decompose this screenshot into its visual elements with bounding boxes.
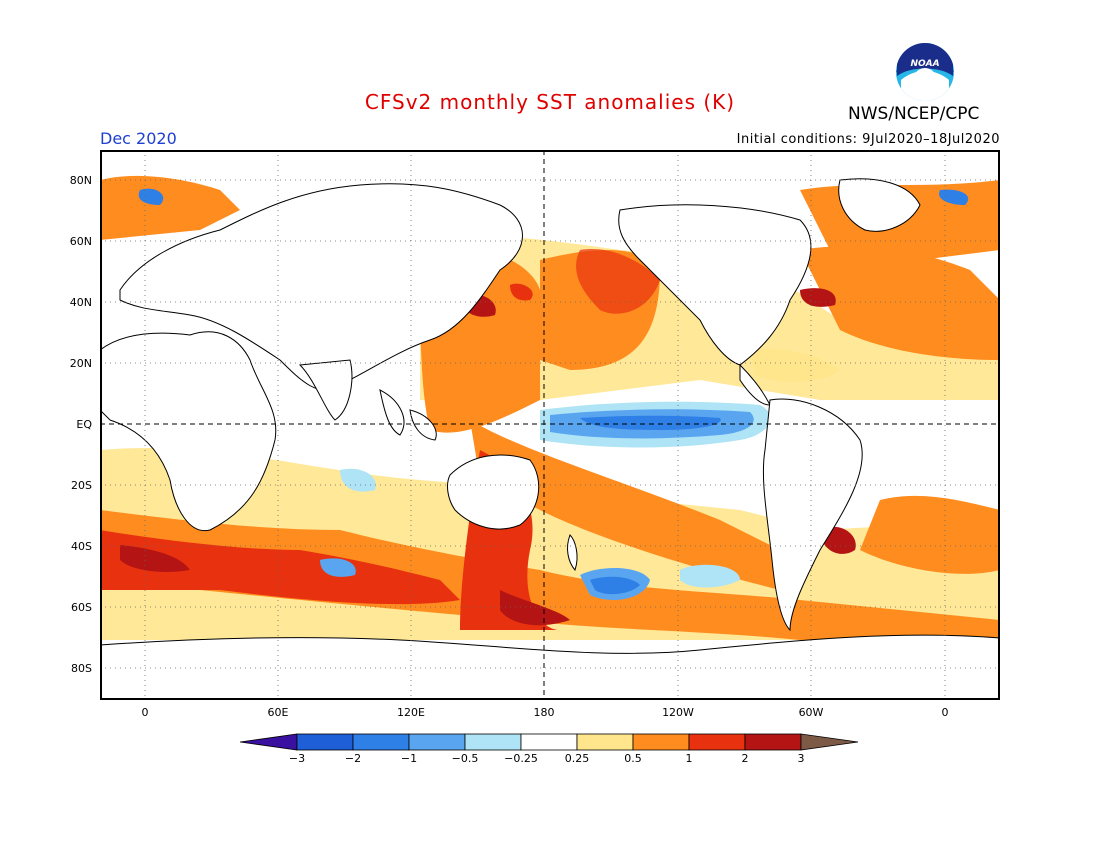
colorbar-label: 1 bbox=[685, 752, 693, 765]
colorbar-label: 2 bbox=[741, 752, 749, 765]
colorbar-segment bbox=[800, 733, 859, 751]
lon-label: 180 bbox=[533, 706, 555, 719]
lat-label: 60N bbox=[69, 235, 92, 248]
lat-label: EQ bbox=[76, 418, 92, 431]
colorbar-segment bbox=[576, 733, 634, 751]
colorbar-segment bbox=[520, 733, 578, 751]
colorbar-segment bbox=[296, 733, 354, 751]
colorbar-segment bbox=[464, 733, 522, 751]
colorbar-segment bbox=[688, 733, 746, 751]
sst-anomaly-map bbox=[100, 150, 1000, 700]
lon-label: 0 bbox=[141, 706, 149, 719]
agency-label: NWS/NCEP/CPC bbox=[848, 104, 980, 124]
map-title: CFSv2 monthly SST anomalies (K) bbox=[364, 90, 736, 114]
lat-label: 20N bbox=[69, 357, 92, 370]
colorbar bbox=[240, 733, 859, 751]
forecast-month: Dec 2020 bbox=[100, 129, 177, 148]
map-frame bbox=[100, 150, 1000, 700]
lat-label: 60S bbox=[71, 601, 92, 614]
lat-label: 80S bbox=[71, 662, 92, 675]
lon-label: 0 bbox=[941, 706, 949, 719]
colorbar-label: −1 bbox=[400, 752, 418, 765]
lat-label: 40S bbox=[71, 540, 92, 553]
colorbar-label: 0.25 bbox=[564, 752, 590, 765]
colorbar-label: 0.5 bbox=[624, 752, 642, 765]
grid-lines bbox=[100, 150, 1000, 700]
colorbar-label: −2 bbox=[344, 752, 362, 765]
initial-conditions: Initial conditions: 9Jul2020–18Jul2020 bbox=[736, 132, 1000, 147]
lon-label: 60W bbox=[798, 706, 824, 719]
colorbar-label: 3 bbox=[797, 752, 805, 765]
lon-label: 120W bbox=[662, 706, 694, 719]
colorbar-label: −0.5 bbox=[451, 752, 479, 765]
noaa-logo-icon: NOAA bbox=[896, 43, 954, 101]
lon-label: 120E bbox=[397, 706, 425, 719]
lat-label: 40N bbox=[69, 296, 92, 309]
colorbar-label: −3 bbox=[288, 752, 306, 765]
continents bbox=[100, 178, 1000, 700]
colorbar-label: −0.25 bbox=[504, 752, 538, 765]
colorbar-segment bbox=[352, 733, 410, 751]
colorbar-segment bbox=[744, 733, 802, 751]
lon-label: 60E bbox=[267, 706, 289, 719]
lat-label: 80N bbox=[69, 174, 92, 187]
colorbar-segment bbox=[632, 733, 690, 751]
svg-text:NOAA: NOAA bbox=[910, 59, 939, 69]
colorbar-segment bbox=[408, 733, 466, 751]
anomaly-field bbox=[100, 175, 1000, 650]
colorbar-segment bbox=[240, 733, 298, 751]
lat-label: 20S bbox=[71, 479, 92, 492]
